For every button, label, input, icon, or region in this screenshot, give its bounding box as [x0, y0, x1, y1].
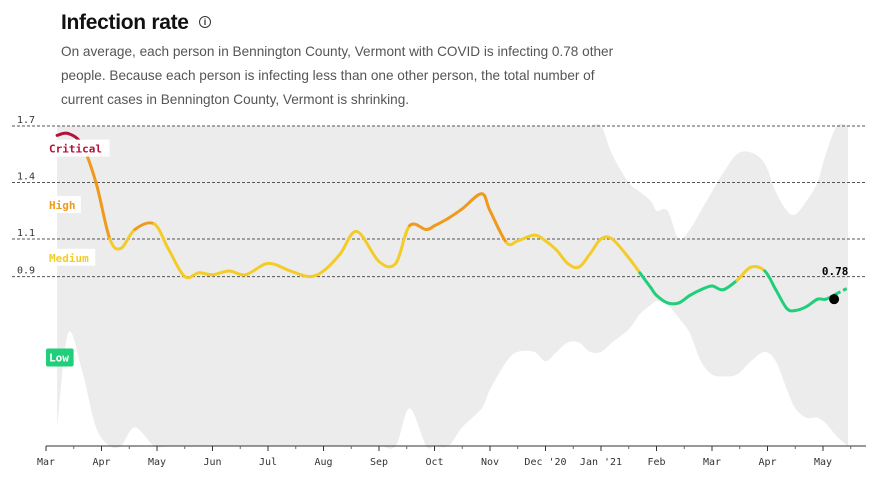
x-tick-label: Feb	[647, 457, 665, 468]
rate-line-segment	[338, 229, 359, 256]
rate-line-segment	[480, 192, 492, 213]
x-axis: Mar Apr May Jun Jul Aug Sep Oct Nov Dec '20 Jan '2…	[37, 445, 866, 468]
rate-line-segment	[377, 260, 398, 269]
x-tick-label: May	[148, 457, 166, 468]
zone-label-bg	[46, 348, 74, 367]
x-tick-label: Mar	[37, 457, 55, 468]
rate-line-segment	[488, 209, 509, 245]
zone-label: Critical	[49, 143, 102, 156]
x-tick-label: Jan '21	[580, 457, 622, 468]
y-tick-label: 1.7	[17, 115, 35, 126]
x-tick-label: Aug	[314, 457, 332, 468]
rate-line-segment	[666, 301, 681, 306]
x-tick-label: Jul	[259, 457, 277, 468]
rate-line-segment	[763, 269, 778, 292]
x-tick-label: May	[814, 457, 832, 468]
current-value-label: 0.78	[822, 265, 849, 278]
rate-line-segment	[627, 256, 642, 275]
rate-line-projection	[836, 286, 849, 295]
chart-description: On average, each person in Bennington Co…	[61, 44, 614, 107]
x-tick-label: Apr	[758, 457, 776, 468]
x-tick-label: Apr	[92, 457, 110, 468]
infection-rate-chart: 0.9 1.1 1.4 1.7 Mar Apr May Jun Jul Aug Sep Oct Nov…	[12, 115, 866, 468]
zone-label-bg	[46, 248, 96, 266]
x-tick-label: Mar	[703, 457, 721, 468]
zone-label-bg	[46, 196, 81, 214]
y-tick-label: 1.4	[17, 171, 35, 182]
rate-line-segment	[166, 246, 187, 279]
confidence-band-area	[57, 123, 849, 449]
zone-label-bg	[46, 139, 110, 157]
rate-line-segment	[308, 269, 325, 279]
y-tick-label: 0.9	[17, 266, 35, 277]
rate-line-segment	[94, 180, 112, 241]
rate-line	[55, 131, 849, 313]
rate-line-segment	[322, 252, 342, 273]
rate-line-segment	[227, 269, 248, 277]
x-tick-label: Nov	[481, 457, 499, 468]
rate-line-segment	[133, 221, 156, 232]
current-value: 0.78	[822, 265, 849, 305]
rate-line-segment	[610, 237, 631, 260]
rate-line-segment	[266, 261, 292, 273]
current-point	[829, 294, 840, 305]
rate-line-segment	[721, 278, 739, 292]
confidence-band	[57, 123, 849, 449]
y-tick-label: 1.1	[17, 228, 35, 239]
rate-line-segment	[446, 207, 464, 220]
rate-line-segment	[577, 252, 592, 269]
x-tick-label: Jun	[203, 457, 221, 468]
rate-line-segment	[119, 228, 137, 250]
rate-line-segment	[244, 261, 270, 277]
rate-line-segment	[152, 222, 170, 250]
zone-label: Low	[49, 352, 69, 365]
rate-line-segment	[394, 224, 412, 265]
zone-label: Medium	[49, 252, 89, 265]
zone-labels: Critical High Medium Low	[46, 139, 110, 367]
x-tick-label: Oct	[425, 457, 443, 468]
info-icon[interactable]: i	[199, 16, 211, 28]
y-gridlines: 0.9 1.1 1.4 1.7	[12, 115, 866, 278]
x-tick-label: Sep	[370, 457, 388, 468]
x-tick-label: Dec '20	[524, 457, 566, 468]
zone-label: High	[49, 199, 76, 212]
page-title: Infection rate	[61, 11, 189, 34]
rate-line-segment	[355, 229, 381, 264]
